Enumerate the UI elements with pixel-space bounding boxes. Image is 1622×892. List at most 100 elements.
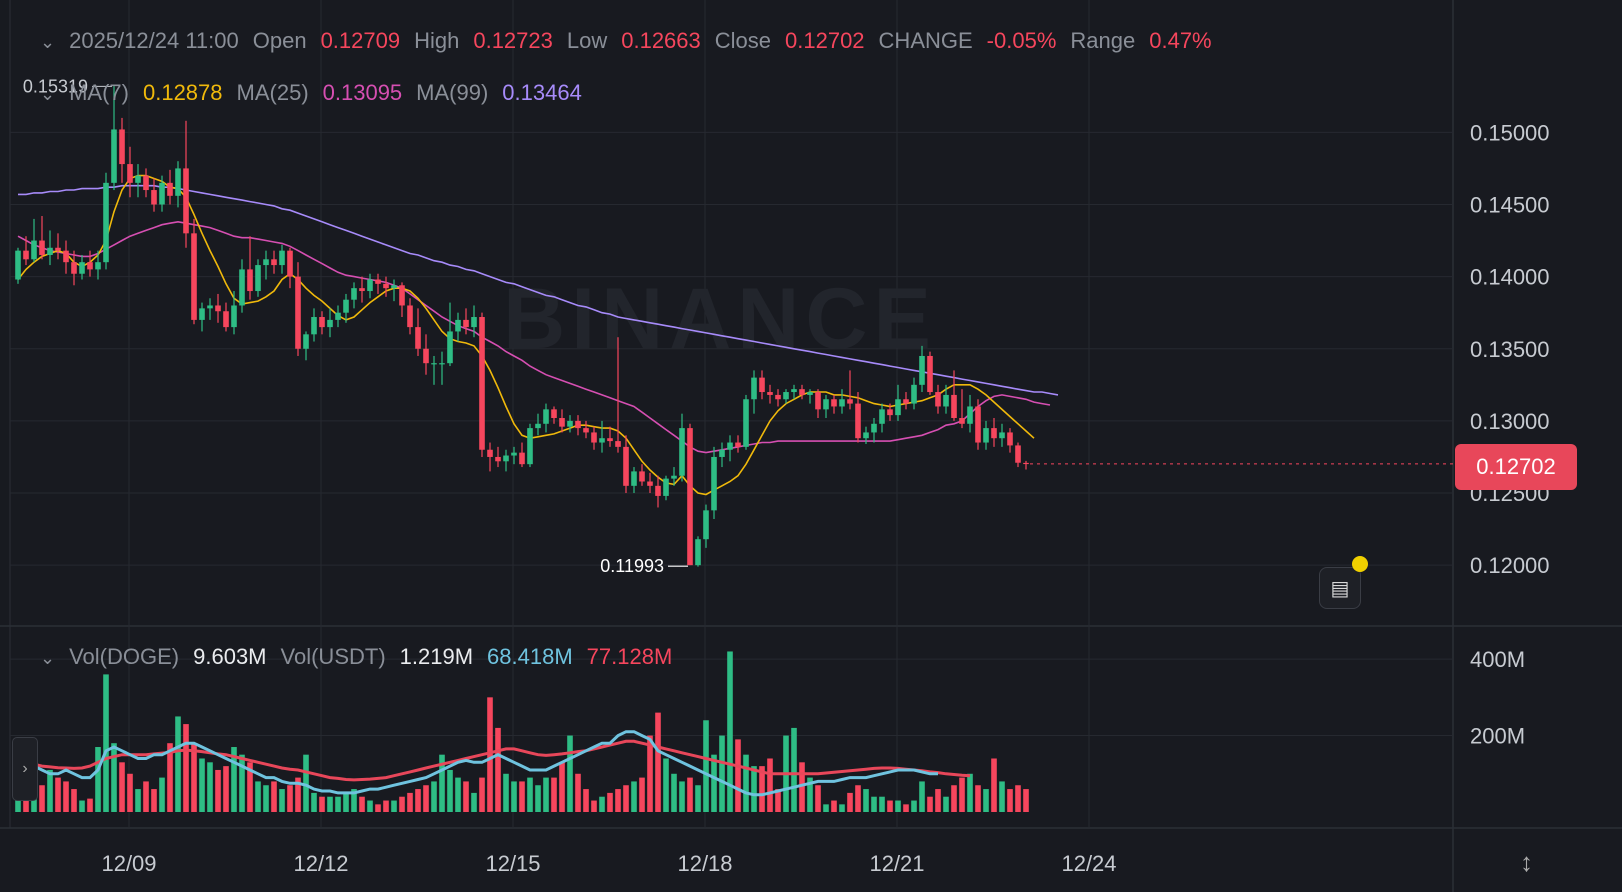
candle-body (687, 428, 693, 566)
volume-bar (951, 785, 957, 812)
volume-bar (767, 758, 773, 812)
volume-bar (103, 674, 109, 812)
candle-body (567, 420, 573, 427)
volume-bar (399, 796, 405, 812)
range-value: 0.47% (1149, 28, 1212, 53)
volume-bar (39, 785, 45, 812)
candle-body (967, 406, 973, 424)
volume-bar (551, 777, 557, 812)
candle-body (895, 399, 901, 416)
candle-body (735, 442, 741, 447)
candle-body (359, 288, 365, 292)
candle-body (575, 420, 581, 429)
candle-body (983, 428, 989, 443)
volume-bar (719, 735, 725, 812)
volume-bar (343, 792, 349, 812)
volume-bar (239, 754, 245, 812)
candle-body (303, 334, 309, 349)
volume-bar (295, 777, 301, 812)
volume-bar (559, 762, 565, 812)
candle-body (791, 389, 797, 393)
candle-body (55, 247, 61, 251)
chevron-down-icon[interactable]: ⌄ (40, 84, 56, 104)
candle-body (527, 428, 533, 465)
candle-body (447, 331, 453, 364)
volume-bar (687, 777, 693, 812)
volume-bar (751, 766, 757, 812)
news-icon: ▤ (1330, 577, 1350, 600)
high-value: 0.12723 (473, 28, 553, 53)
volume-bar (375, 804, 381, 812)
candle-body (135, 175, 141, 183)
volume-bar (487, 697, 493, 812)
price-tick-label: 0.14500 (1470, 192, 1550, 217)
candle-body (671, 475, 677, 479)
volume-bar (607, 792, 613, 812)
volume-bar (975, 785, 981, 812)
news-button[interactable]: ▤ (1319, 567, 1361, 609)
volume-bar (479, 777, 485, 812)
volume-bar (503, 773, 509, 812)
volume-bar (55, 777, 61, 812)
volume-bar (175, 716, 181, 812)
last-price-tag: 0.12702 (1455, 444, 1577, 490)
volume-bar (431, 781, 437, 812)
volume-bar (639, 777, 645, 812)
volume-bar (71, 789, 77, 812)
volume-bar (895, 800, 901, 812)
candle-body (975, 406, 981, 443)
volume-bar (519, 781, 525, 812)
time-tick-label: 12/18 (677, 851, 732, 876)
volume-bar (287, 785, 293, 812)
chevron-down-icon[interactable]: ⌄ (40, 32, 56, 52)
candle-body (279, 250, 285, 266)
side-panel-toggle[interactable]: › (12, 737, 38, 801)
candle-body (823, 399, 829, 410)
candle-body (199, 308, 205, 320)
expand-vertical-icon[interactable]: ↕ (1520, 847, 1533, 877)
candle-body (911, 384, 917, 404)
ohlc-header: ⌄ 2025/12/24 11:00 Open 0.12709 High 0.1… (40, 28, 1212, 54)
candle-body (87, 262, 93, 270)
volume-bar (903, 804, 909, 812)
volume-bar (527, 777, 533, 812)
ma25-label: MA(25) (236, 80, 309, 105)
candle-body (215, 305, 221, 312)
volume-bar (679, 781, 685, 812)
volume-bar (127, 773, 133, 812)
candle-body (375, 279, 381, 284)
volume-bar (447, 769, 453, 812)
candle-body (759, 377, 765, 393)
candle-body (519, 452, 525, 465)
candle-body (63, 250, 69, 263)
candle-body (367, 279, 373, 292)
volume-bar (575, 773, 581, 812)
volume-bar (583, 789, 589, 812)
candle-body (223, 311, 229, 328)
volume-bar (599, 796, 605, 812)
candle-body (383, 283, 389, 289)
candle-body (47, 247, 53, 255)
candle-body (551, 409, 557, 419)
volume-bar (663, 758, 669, 812)
volume-bar (927, 796, 933, 812)
candle-body (959, 418, 965, 424)
candle-body (207, 305, 213, 309)
volume-bar (119, 762, 125, 812)
candle-body (559, 418, 565, 427)
volume-bar (191, 743, 197, 812)
volume-bar (207, 762, 213, 812)
candle-body (239, 269, 245, 306)
volume-bar (303, 754, 309, 812)
candle-body (999, 432, 1005, 439)
low-value: 0.12663 (621, 28, 701, 53)
candle-body (711, 456, 717, 511)
volume-bar (471, 792, 477, 812)
chevron-down-icon[interactable]: ⌄ (40, 648, 56, 668)
open-value: 0.12709 (320, 28, 401, 53)
volume-bar (623, 785, 629, 812)
candle-body (95, 262, 101, 270)
volume-bar (959, 777, 965, 812)
candle-body (127, 164, 133, 183)
